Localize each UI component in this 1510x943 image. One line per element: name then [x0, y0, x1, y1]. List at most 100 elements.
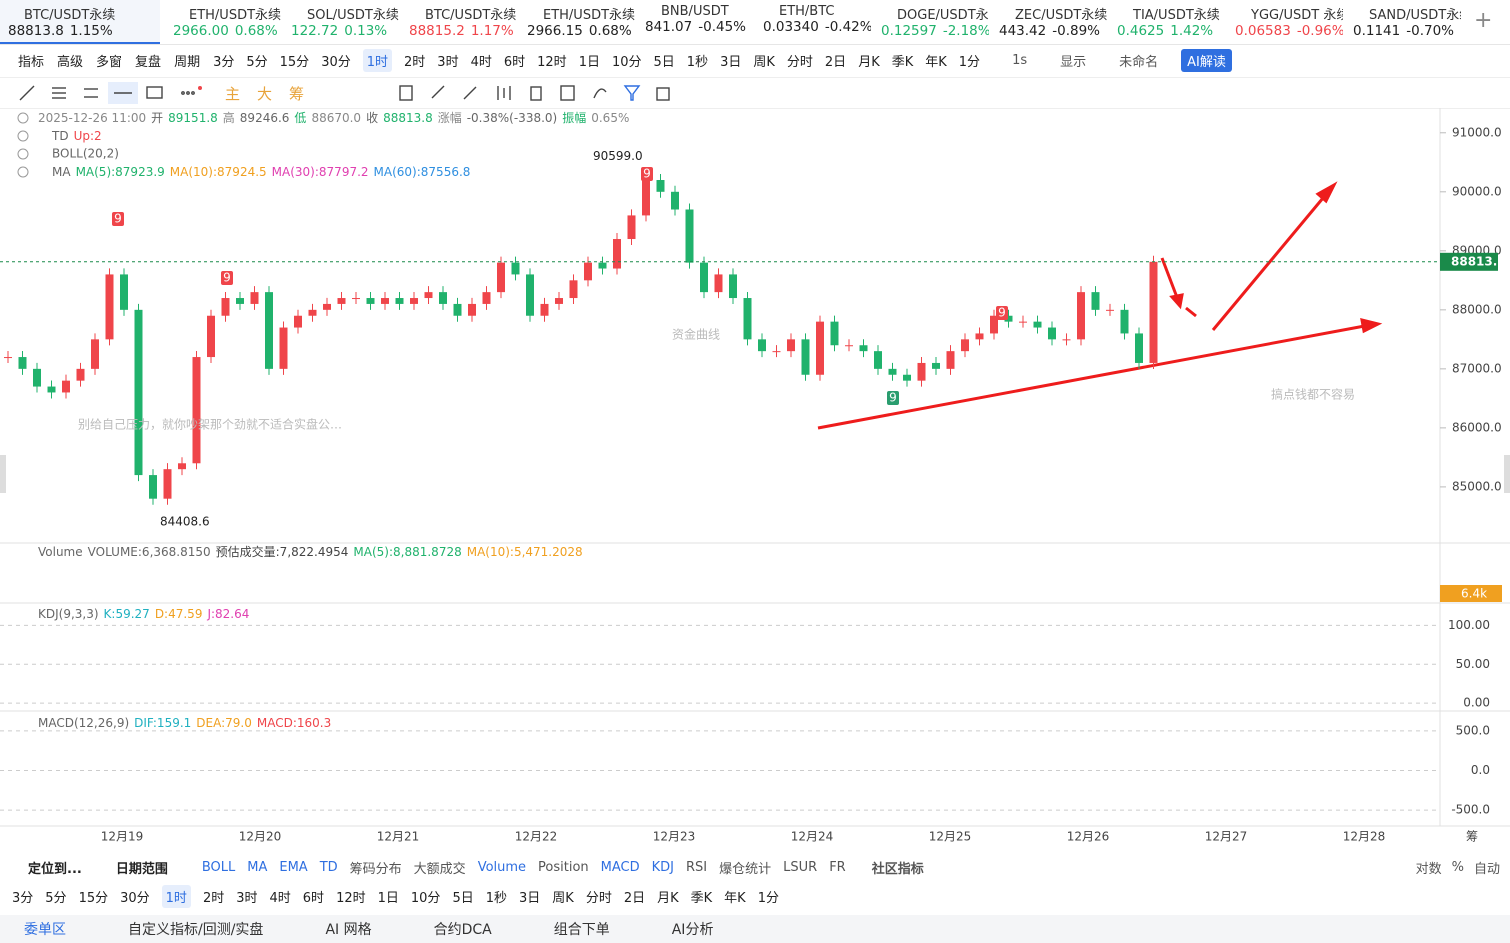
indicator-toggle[interactable]: 筹码分布 — [349, 861, 402, 877]
interval[interactable]: 3时 — [236, 890, 258, 906]
ticker-tab[interactable]: ZEC/USDT永续 443.42 -0.89% — [991, 0, 1107, 44]
interval[interactable]: 3日 — [519, 890, 541, 906]
draw-tool[interactable]: 筹 — [289, 85, 305, 103]
interval[interactable]: 分时 — [786, 54, 813, 70]
indicator-toggle[interactable]: 大额成交 — [413, 861, 466, 877]
interval[interactable]: 2日 — [623, 890, 646, 906]
toolbar-item[interactable]: 1s — [1012, 52, 1028, 68]
interval[interactable]: 分时 — [585, 890, 612, 906]
bottom-tab[interactable]: 自定义指标/回测/实盘 — [128, 922, 264, 938]
interval[interactable]: 年K — [724, 890, 746, 906]
interval[interactable]: 季K — [891, 54, 914, 70]
interval[interactable]: 3日 — [720, 54, 742, 70]
toolbar-item[interactable]: 周期 — [174, 54, 201, 70]
interval[interactable]: 月K — [858, 54, 880, 70]
interval[interactable]: 周K — [753, 54, 775, 70]
toolbar-item[interactable]: 复盘 — [135, 54, 162, 70]
bottom-tab[interactable]: 合约DCA — [433, 922, 492, 938]
interval[interactable]: 1时 — [161, 884, 191, 908]
interval[interactable]: 30分 — [321, 54, 351, 70]
interval[interactable]: 4时 — [269, 890, 291, 906]
indicator-toggle[interactable]: TD — [319, 859, 338, 875]
interval[interactable]: 5日 — [653, 54, 675, 70]
ticker-tab[interactable]: ETH/USDT永续 2966.15 0.68% — [519, 0, 635, 44]
bottom-tab[interactable]: AI 网格 — [325, 922, 372, 938]
interval[interactable]: 1日 — [578, 54, 600, 70]
scale-option[interactable]: 自动 — [1473, 861, 1500, 877]
interval[interactable]: 4时 — [470, 54, 492, 70]
interval[interactable]: 年K — [925, 54, 947, 70]
scale-option[interactable]: 对数 — [1415, 861, 1442, 877]
interval[interactable]: 6时 — [302, 890, 325, 906]
add-tab[interactable]: + — [1474, 8, 1493, 33]
indicator-toggle[interactable]: MACD — [600, 859, 640, 875]
toolbar-item[interactable]: 多窗 — [96, 54, 123, 70]
interval[interactable]: 1分 — [958, 54, 981, 70]
ai-button[interactable]: AI解读 — [1181, 48, 1232, 72]
indicator-toggle[interactable]: 爆仓统计 — [719, 861, 772, 877]
interval[interactable]: 季K — [690, 890, 713, 906]
indicator-toggle[interactable]: EMA — [279, 859, 308, 875]
interval[interactable]: 5日 — [452, 890, 474, 906]
ticker-tab[interactable]: TIA/USDT永续 0.4625 1.42% — [1109, 0, 1225, 44]
ohlc-info-item: 0.65% — [591, 111, 629, 125]
interval[interactable]: 月K — [657, 890, 679, 906]
scale-option[interactable]: % — [1451, 859, 1464, 875]
interval[interactable]: 30分 — [120, 890, 150, 906]
interval[interactable]: 12时 — [537, 54, 567, 70]
interval[interactable]: 10分 — [611, 54, 642, 70]
ticker-tab[interactable]: BTC/USDT永续 88813.8 1.15% — [0, 0, 160, 44]
indicator-toggle[interactable]: Position — [538, 859, 589, 875]
indicator-toggle[interactable]: LSUR — [783, 859, 818, 875]
interval[interactable]: 12时 — [336, 890, 366, 906]
indicator-toggle[interactable]: FR — [829, 859, 846, 875]
draw-tool[interactable]: 主 — [225, 85, 241, 103]
interval[interactable]: 3时 — [437, 54, 459, 70]
ticker-tab[interactable]: BTC/USDT永续 88815.2 1.17% — [401, 0, 517, 44]
community-indicators[interactable]: 社区指标 — [871, 861, 924, 877]
ticker-tab[interactable]: ETH/USDT永续 2966.00 0.68% — [165, 0, 281, 44]
indicator-control[interactable]: 日期范围 — [115, 861, 168, 877]
interval[interactable]: 2日 — [824, 54, 847, 70]
interval[interactable]: 1日 — [377, 890, 399, 906]
bottom-tab[interactable]: AI分析 — [671, 922, 714, 938]
y-tick-label: 86000.0 — [1452, 420, 1502, 434]
toolbar-item[interactable]: 高级 — [57, 54, 84, 70]
candle — [569, 280, 578, 299]
interval[interactable]: 3分 — [12, 890, 34, 906]
interval[interactable]: 5分 — [45, 890, 67, 906]
indicator-toggle[interactable]: KDJ — [651, 859, 675, 875]
candle — [1149, 261, 1158, 363]
toolbar-item[interactable]: 显示 — [1060, 54, 1087, 70]
interval[interactable]: 1分 — [757, 890, 779, 906]
ticker-tab[interactable]: BNB/USDT 841.07 -0.45% — [637, 0, 753, 44]
indicator-toggle[interactable]: BOLL — [201, 859, 236, 875]
interval[interactable]: 1秒 — [686, 54, 709, 70]
ticker-tab[interactable]: ETH/BTC 0.03340 -0.42% — [755, 0, 871, 44]
interval[interactable]: 1秒 — [485, 890, 507, 906]
interval[interactable]: 5分 — [246, 54, 268, 70]
interval[interactable]: 6时 — [503, 54, 526, 70]
interval[interactable]: 周K — [552, 890, 574, 906]
ticker-tab[interactable]: SOL/USDT永续 122.72 0.13% — [283, 0, 399, 44]
indicator-toggle[interactable]: MA — [247, 859, 268, 875]
indicator-toggle[interactable]: RSI — [686, 859, 708, 875]
bottom-tab[interactable]: 委单区 — [24, 922, 66, 938]
interval[interactable]: 15分 — [78, 890, 109, 906]
x-tick-label: 12月27 — [1205, 830, 1248, 844]
indicator-toggle[interactable]: Volume — [477, 859, 527, 875]
interval[interactable]: 10分 — [410, 890, 441, 906]
interval[interactable]: 2时 — [202, 890, 225, 906]
toolbar-item[interactable]: 指标 — [18, 54, 45, 70]
indicator-control[interactable]: 定位到... — [28, 861, 82, 877]
bottom-tab[interactable]: 组合下单 — [553, 922, 610, 938]
ticker-tab[interactable]: YGG/USDT 永续 0.06583 -0.96% — [1227, 0, 1343, 44]
toolbar-item[interactable]: 未命名 — [1119, 54, 1159, 70]
interval[interactable]: 15分 — [279, 54, 310, 70]
interval[interactable]: 3分 — [213, 54, 235, 70]
draw-tool[interactable]: 大 — [257, 85, 273, 103]
interval[interactable]: 2时 — [404, 54, 426, 70]
interval[interactable]: 1时 — [362, 48, 393, 72]
